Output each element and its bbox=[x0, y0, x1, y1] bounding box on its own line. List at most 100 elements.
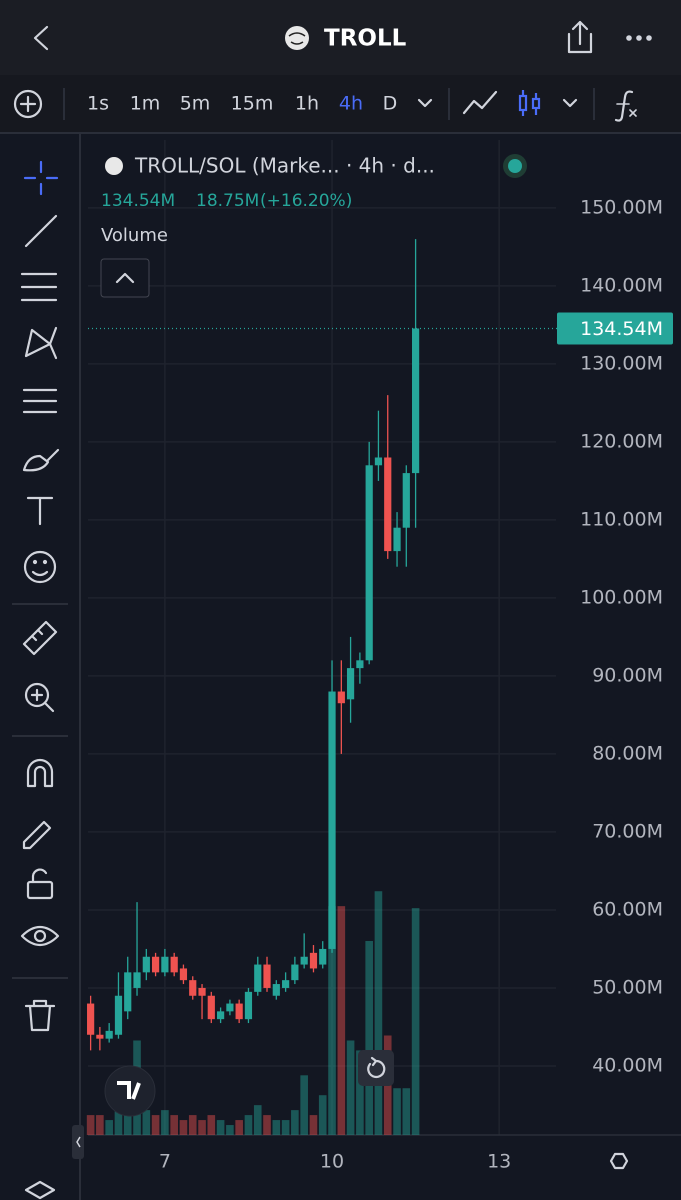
pattern-tool[interactable] bbox=[24, 326, 58, 360]
text-tool[interactable] bbox=[26, 496, 54, 526]
interval-button[interactable]: 15m bbox=[231, 93, 274, 115]
candle-body bbox=[226, 1003, 234, 1012]
last-price-box bbox=[557, 312, 673, 345]
delete-tool[interactable] bbox=[24, 999, 56, 1032]
interval-button[interactable]: 1m bbox=[130, 93, 161, 115]
share-button[interactable] bbox=[567, 20, 593, 54]
toolbar-toggle[interactable] bbox=[72, 1125, 84, 1159]
candle-body bbox=[272, 984, 280, 996]
candle-body bbox=[87, 1003, 95, 1035]
volume-bar bbox=[374, 891, 383, 1135]
interval-button[interactable]: 1s bbox=[87, 93, 109, 115]
y-tick-label: 140.00M bbox=[580, 274, 663, 296]
volume-bar bbox=[365, 940, 373, 1135]
candle-body bbox=[328, 691, 336, 949]
collapse-button[interactable] bbox=[100, 258, 150, 298]
candle-body bbox=[291, 964, 299, 981]
volume-bar bbox=[216, 1120, 225, 1135]
y-tick-label: 100.00M bbox=[580, 586, 663, 608]
volume-bar bbox=[198, 1120, 206, 1135]
candle-body bbox=[337, 691, 345, 704]
volume-bar bbox=[161, 1110, 169, 1135]
candle-body bbox=[412, 328, 420, 474]
y-tick-label: 60.00M bbox=[592, 898, 663, 920]
volume-bar bbox=[179, 1120, 188, 1135]
candle-body bbox=[179, 968, 188, 981]
candle-body bbox=[374, 457, 383, 466]
interval-button[interactable]: D bbox=[383, 93, 398, 115]
volume-bar bbox=[346, 1040, 355, 1135]
back-button[interactable] bbox=[33, 25, 49, 51]
candle-body bbox=[244, 991, 253, 1020]
candle-body bbox=[319, 948, 327, 965]
fib-tool[interactable] bbox=[20, 272, 58, 302]
candle-body bbox=[356, 660, 364, 669]
y-tick-label: 130.00M bbox=[580, 352, 663, 374]
candle-body bbox=[282, 980, 290, 988]
emoji-tool[interactable] bbox=[23, 550, 57, 584]
volume-bar bbox=[263, 1115, 271, 1135]
volume-bar bbox=[300, 1075, 308, 1135]
volume-bar bbox=[281, 1120, 290, 1135]
interval-button[interactable]: 1h bbox=[295, 93, 319, 115]
legend-value: (+16.20%) bbox=[260, 191, 352, 211]
candle-body bbox=[198, 987, 206, 996]
interval-button[interactable]: 4h bbox=[339, 93, 363, 115]
candle-body bbox=[142, 956, 150, 973]
magnet-tool[interactable] bbox=[26, 758, 54, 788]
x-tick-label: 13 bbox=[487, 1151, 511, 1173]
candle-body bbox=[393, 527, 401, 552]
volume-bar bbox=[272, 1120, 281, 1135]
volume-bar bbox=[207, 1115, 216, 1135]
visibility-tool[interactable] bbox=[20, 925, 60, 947]
reset-button[interactable] bbox=[358, 1050, 394, 1086]
layers-button[interactable] bbox=[24, 1180, 56, 1200]
indicators-button[interactable] bbox=[614, 90, 637, 122]
prediction-tool[interactable] bbox=[22, 388, 58, 414]
candle-body bbox=[300, 956, 308, 965]
legend-box: TROLL/SOL (Marke... · 4h · d... 134.54M 1… bbox=[100, 154, 527, 298]
more-button[interactable] bbox=[626, 35, 652, 41]
crosshair-tool[interactable] bbox=[23, 160, 59, 196]
interval-dropdown[interactable] bbox=[417, 98, 433, 108]
candle-body bbox=[124, 972, 132, 1012]
volume-bar bbox=[253, 1105, 262, 1135]
candle-body bbox=[217, 1011, 225, 1020]
y-tick-label: 90.00M bbox=[592, 664, 663, 686]
volume-label: Volume bbox=[101, 225, 168, 246]
volume-bar bbox=[328, 906, 336, 1135]
candle-body bbox=[207, 995, 215, 1020]
legend: 134.54M 18.75M(+16.20%) bbox=[101, 191, 352, 211]
y-tick-label: 120.00M bbox=[580, 430, 663, 452]
volume-bar bbox=[105, 1120, 113, 1135]
candle-body bbox=[114, 995, 123, 1035]
candle-body bbox=[189, 980, 197, 996]
candle-chart-button[interactable] bbox=[518, 90, 541, 116]
add-button[interactable] bbox=[13, 89, 43, 119]
lock-drawings-tool[interactable] bbox=[22, 820, 52, 850]
trendline-tool[interactable] bbox=[24, 214, 58, 248]
candle-body bbox=[346, 668, 355, 700]
volume-bar bbox=[235, 1120, 243, 1135]
settings-button[interactable] bbox=[609, 1152, 629, 1170]
legend-value: 18.75M bbox=[196, 191, 259, 211]
volume-bar bbox=[114, 1110, 123, 1135]
zoom-tool[interactable] bbox=[24, 682, 55, 713]
volume-bar bbox=[356, 1050, 364, 1135]
chart-type-dropdown[interactable] bbox=[562, 98, 578, 108]
last-price-label: 134.54M bbox=[580, 318, 663, 340]
volume-bar bbox=[151, 1115, 160, 1135]
interval-button[interactable]: 5m bbox=[180, 93, 211, 115]
volume-bar bbox=[402, 1088, 411, 1135]
x-tick-label: 10 bbox=[320, 1151, 344, 1173]
ruler-tool[interactable] bbox=[22, 620, 58, 656]
candle-body bbox=[96, 1034, 104, 1039]
volume-bar bbox=[244, 1115, 253, 1135]
volume-bar bbox=[393, 1088, 401, 1135]
lock-tool[interactable] bbox=[26, 868, 54, 900]
line-chart-button[interactable] bbox=[462, 90, 498, 115]
y-tick-label: 110.00M bbox=[580, 508, 663, 530]
brush-tool[interactable] bbox=[22, 448, 60, 472]
